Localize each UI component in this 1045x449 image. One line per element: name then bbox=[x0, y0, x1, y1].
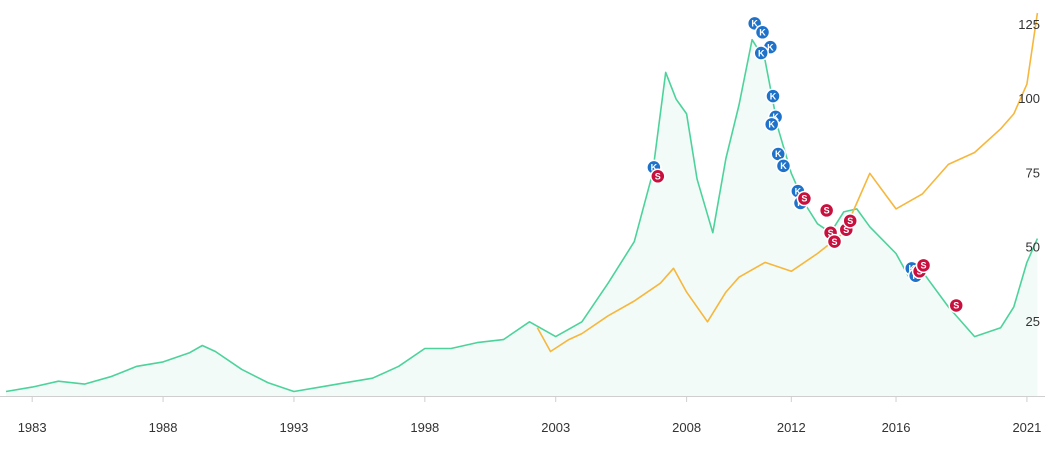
buy-marker-circle bbox=[763, 116, 780, 133]
sell-marker-label: S bbox=[801, 194, 807, 204]
sell-marker: S bbox=[650, 168, 666, 185]
y-tick-label: 100 bbox=[1018, 91, 1040, 106]
x-tick-label: 1998 bbox=[410, 420, 439, 435]
x-tick-label: 1988 bbox=[149, 420, 178, 435]
sell-marker: S bbox=[842, 213, 858, 229]
buy-marker-circle bbox=[765, 88, 781, 104]
x-tick-label: 2003 bbox=[541, 420, 570, 435]
x-tick-label: 1983 bbox=[18, 420, 47, 435]
area-layer bbox=[6, 39, 1038, 396]
sell-marker-circle bbox=[650, 168, 666, 185]
buy-marker-label: K bbox=[751, 19, 758, 29]
buy-marker-label: K bbox=[770, 91, 777, 101]
x-tick-label: 1993 bbox=[279, 420, 308, 435]
buy-marker-label: K bbox=[775, 149, 782, 159]
sell-marker-circle bbox=[796, 190, 813, 207]
sell-marker-label: S bbox=[843, 225, 849, 235]
x-tick-label: 2008 bbox=[672, 420, 701, 435]
sell-marker-circle bbox=[915, 257, 932, 274]
green-series-area bbox=[6, 39, 1038, 396]
buy-marker: K bbox=[754, 24, 771, 41]
buy-marker: K bbox=[775, 158, 792, 174]
sell-marker-circle bbox=[826, 233, 843, 250]
sell-marker: S bbox=[796, 190, 813, 207]
x-tick-label: 2012 bbox=[777, 420, 806, 435]
buy-marker-label: K bbox=[768, 120, 775, 130]
x-tick-label: 2021 bbox=[1012, 420, 1041, 435]
markers-layer: KSKKKKKKKKKKKSSSSSSKKSSS bbox=[646, 15, 964, 314]
y-tick-label: 50 bbox=[1026, 240, 1040, 255]
sell-marker: S bbox=[818, 202, 835, 219]
orange-series-line bbox=[536, 12, 1039, 353]
y-tick-label: 125 bbox=[1018, 17, 1040, 32]
buy-marker-label: K bbox=[758, 48, 765, 58]
buy-marker-label: K bbox=[795, 186, 802, 196]
sell-marker-label: S bbox=[824, 206, 830, 216]
sell-marker-circle bbox=[842, 213, 858, 229]
buy-marker-circle bbox=[754, 24, 771, 41]
y-tick-label: 75 bbox=[1026, 165, 1040, 180]
buy-marker: K bbox=[763, 116, 780, 133]
buy-marker-label: K bbox=[651, 163, 658, 173]
buy-marker-circle bbox=[775, 158, 792, 174]
sell-marker-circle bbox=[948, 297, 964, 314]
sell-marker-label: S bbox=[921, 261, 927, 271]
sell-marker-label: S bbox=[847, 216, 853, 226]
buy-marker: K bbox=[765, 88, 781, 104]
axis-layer: 1983 1988 1993 1998 2003 2008 2012 2016 2021 25 50… bbox=[0, 17, 1045, 435]
sell-marker-label: S bbox=[655, 171, 661, 181]
buy-marker-label: K bbox=[908, 264, 915, 274]
sell-marker-label: S bbox=[828, 228, 834, 238]
buy-marker: K bbox=[753, 45, 769, 61]
sell-marker: S bbox=[826, 233, 843, 250]
sell-marker-circle bbox=[818, 202, 835, 219]
sell-marker-label: S bbox=[953, 301, 959, 311]
buy-marker-label: K bbox=[780, 161, 787, 171]
buy-marker-label: K bbox=[767, 42, 774, 52]
buy-marker-circle bbox=[753, 45, 769, 61]
y-tick-label: 25 bbox=[1026, 314, 1040, 329]
sell-marker-label: S bbox=[832, 237, 838, 247]
x-tick-label: 2016 bbox=[882, 420, 911, 435]
buy-marker-label: K bbox=[759, 27, 766, 37]
buy-marker-label: K bbox=[772, 112, 779, 122]
sell-marker: S bbox=[948, 297, 964, 314]
sell-marker: S bbox=[915, 257, 932, 274]
